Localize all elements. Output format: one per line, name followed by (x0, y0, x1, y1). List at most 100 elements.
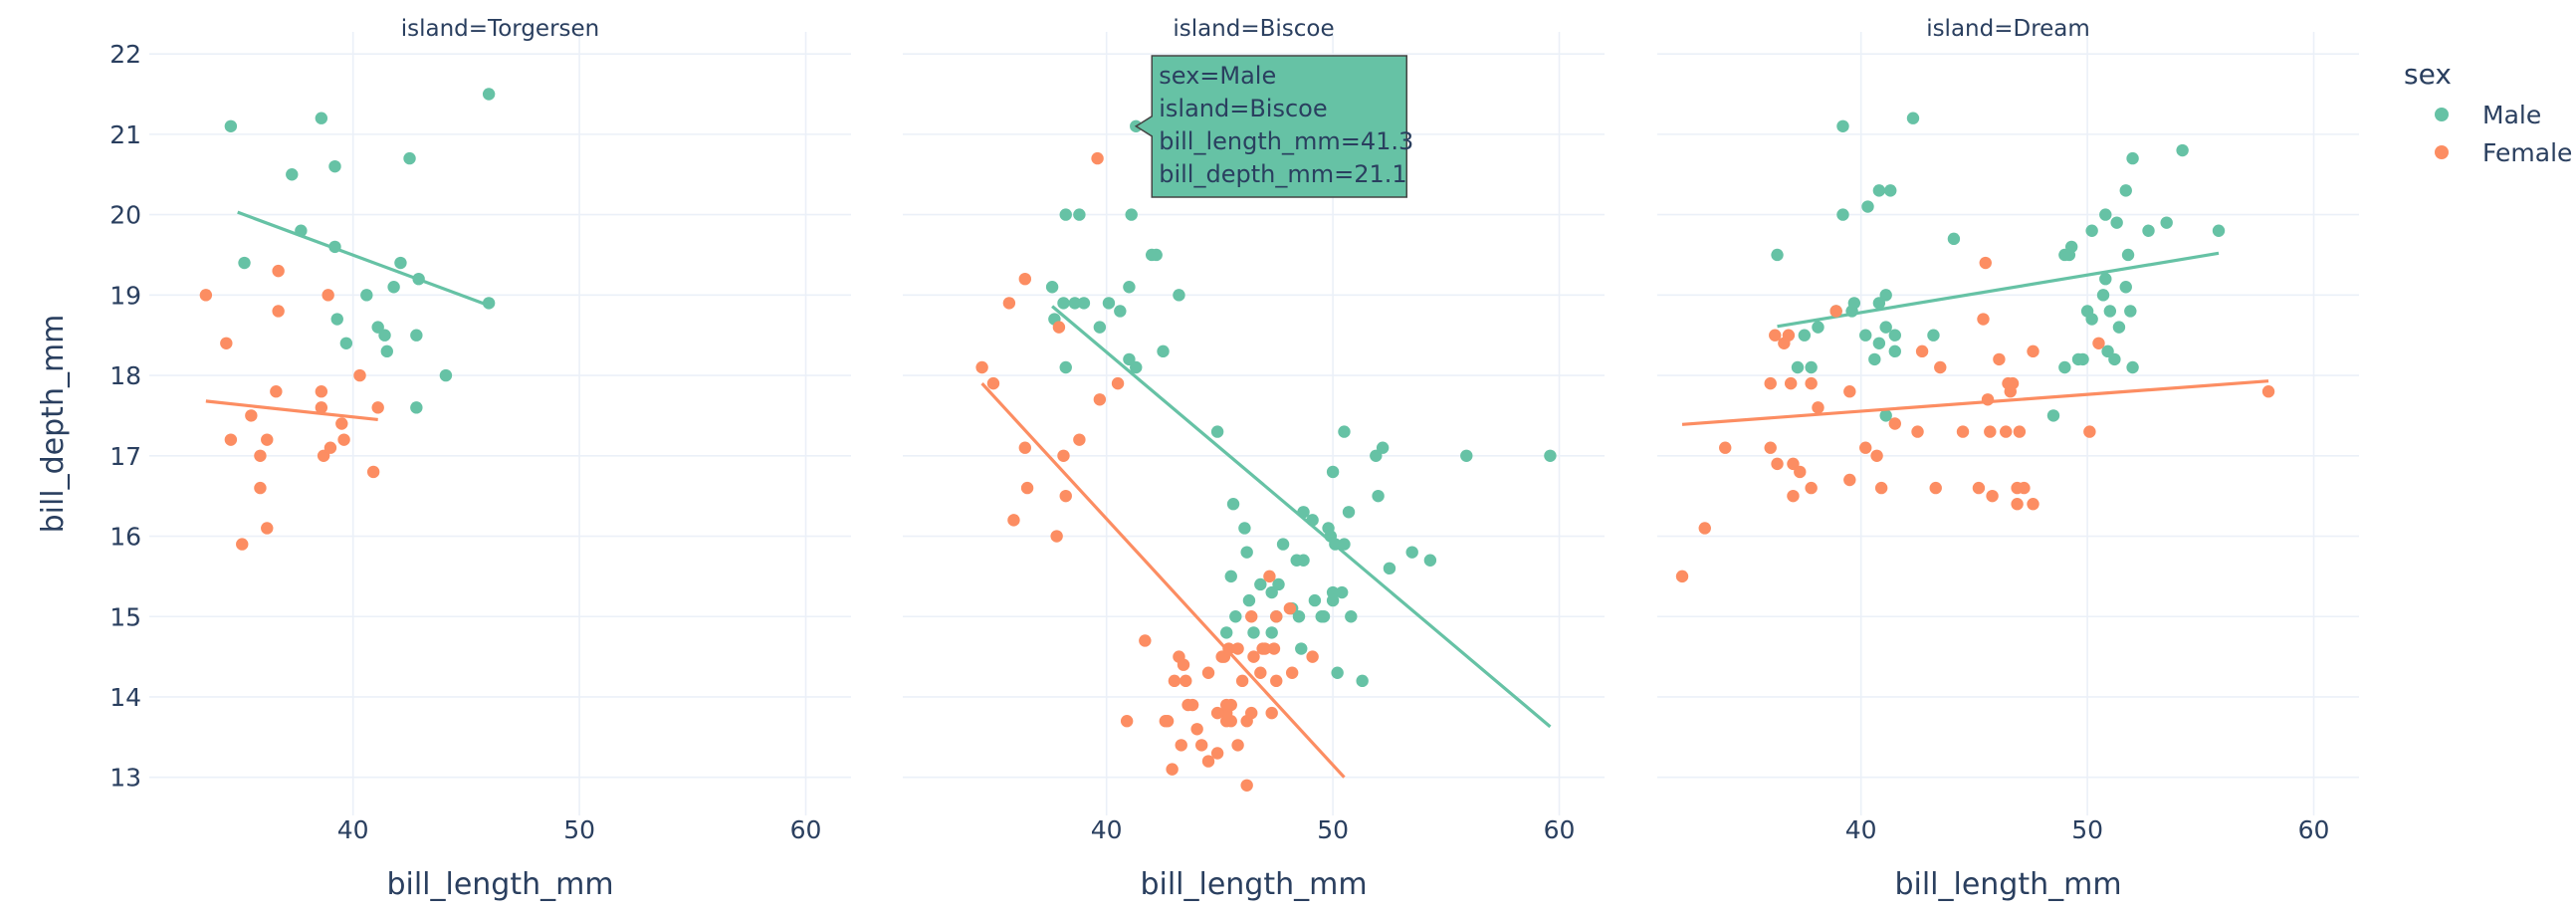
data-point[interactable] (1984, 425, 1997, 438)
data-point[interactable] (1226, 498, 1240, 511)
data-point[interactable] (2108, 352, 2121, 366)
data-point[interactable] (1787, 457, 1800, 471)
data-point[interactable] (1370, 449, 1383, 462)
data-point[interactable] (1308, 593, 1322, 607)
data-point[interactable] (1383, 562, 1396, 575)
data-point[interactable] (1201, 755, 1215, 768)
data-point[interactable] (1231, 642, 1244, 655)
data-point[interactable] (261, 522, 274, 535)
data-point[interactable] (482, 297, 496, 310)
data-point[interactable] (2046, 409, 2060, 422)
data-point[interactable] (1297, 554, 1310, 567)
data-point[interactable] (1764, 376, 1777, 390)
data-point[interactable] (1111, 376, 1125, 390)
data-point[interactable] (1356, 674, 1369, 688)
data-point[interactable] (1791, 360, 1805, 374)
data-point[interactable] (378, 329, 391, 342)
data-point[interactable] (2126, 360, 2139, 374)
data-point[interactable] (1159, 714, 1173, 728)
data-point[interactable] (371, 321, 384, 334)
data-point[interactable] (1981, 393, 1995, 406)
data-point[interactable] (2096, 289, 2110, 302)
data-point[interactable] (366, 465, 380, 479)
data-point[interactable] (1093, 393, 1107, 406)
data-point[interactable] (337, 433, 350, 446)
data-point[interactable] (1139, 634, 1152, 647)
data-point[interactable] (1787, 489, 1800, 503)
data-point[interactable] (394, 256, 407, 270)
data-point[interactable] (1675, 570, 1689, 583)
data-point[interactable] (1338, 538, 1351, 551)
data-point[interactable] (2142, 224, 2155, 237)
data-point[interactable] (1238, 522, 1251, 535)
data-point[interactable] (1956, 425, 1970, 438)
data-point[interactable] (1372, 489, 1385, 503)
data-point[interactable] (317, 449, 330, 462)
data-point[interactable] (1915, 344, 1929, 358)
data-point[interactable] (353, 368, 366, 382)
data-point[interactable] (1181, 698, 1194, 712)
data-point[interactable] (1843, 473, 1856, 487)
data-point[interactable] (1771, 457, 1784, 471)
data-point[interactable] (1345, 610, 1358, 623)
data-point[interactable] (1020, 481, 1034, 495)
data-point[interactable] (335, 417, 348, 430)
data-point[interactable] (286, 168, 299, 181)
data-point[interactable] (380, 344, 393, 358)
data-point[interactable] (2083, 425, 2096, 438)
data-point[interactable] (1986, 489, 1999, 503)
data-point[interactable] (1265, 626, 1278, 639)
data-point[interactable] (1265, 585, 1278, 599)
data-point[interactable] (1235, 674, 1249, 688)
data-point[interactable] (2261, 385, 2275, 398)
data-point[interactable] (1805, 376, 1818, 390)
data-point[interactable] (2110, 216, 2123, 229)
data-point[interactable] (1157, 344, 1170, 358)
data-point[interactable] (1210, 706, 1224, 720)
data-point[interactable] (1376, 441, 1390, 454)
data-point[interactable] (1125, 208, 1138, 221)
data-point[interactable] (1292, 610, 1306, 623)
data-point[interactable] (1263, 570, 1276, 583)
data-point[interactable] (1306, 650, 1319, 663)
data-point[interactable] (1045, 281, 1059, 294)
data-point[interactable] (2124, 305, 2137, 318)
data-point[interactable] (1283, 601, 1297, 615)
data-point[interactable] (1123, 352, 1136, 366)
data-point[interactable] (1256, 642, 1269, 655)
data-point[interactable] (1270, 674, 1283, 688)
data-point[interactable] (1245, 706, 1258, 720)
data-point[interactable] (2101, 344, 2114, 358)
data-point[interactable] (371, 401, 384, 414)
data-point[interactable] (245, 409, 258, 422)
data-point[interactable] (1068, 297, 1082, 310)
data-point[interactable] (1326, 593, 1340, 607)
data-point[interactable] (1168, 674, 1181, 688)
data-point[interactable] (1847, 297, 1861, 310)
data-point[interactable] (330, 313, 343, 326)
data-point[interactable] (272, 305, 285, 318)
data-point[interactable] (1057, 297, 1070, 310)
data-point[interactable] (1872, 184, 1886, 197)
data-point[interactable] (1927, 329, 1940, 342)
data-point[interactable] (224, 433, 238, 446)
data-point[interactable] (1245, 610, 1258, 623)
data-point[interactable] (1276, 538, 1290, 551)
data-point[interactable] (1102, 297, 1116, 310)
data-point[interactable] (270, 385, 283, 398)
data-point[interactable] (2099, 272, 2112, 286)
data-point[interactable] (322, 289, 334, 302)
data-point[interactable] (1114, 305, 1127, 318)
data-point[interactable] (1285, 666, 1299, 679)
data-point[interactable] (387, 281, 400, 294)
data-point[interactable] (975, 360, 988, 374)
data-point[interactable] (1247, 650, 1260, 663)
data-point[interactable] (1123, 281, 1136, 294)
data-point[interactable] (2013, 425, 2027, 438)
data-point[interactable] (403, 151, 416, 165)
data-point[interactable] (1798, 329, 1812, 342)
data-point[interactable] (220, 337, 233, 349)
data-point[interactable] (2058, 360, 2071, 374)
data-point[interactable] (1836, 208, 1849, 221)
data-point[interactable] (2092, 337, 2105, 349)
